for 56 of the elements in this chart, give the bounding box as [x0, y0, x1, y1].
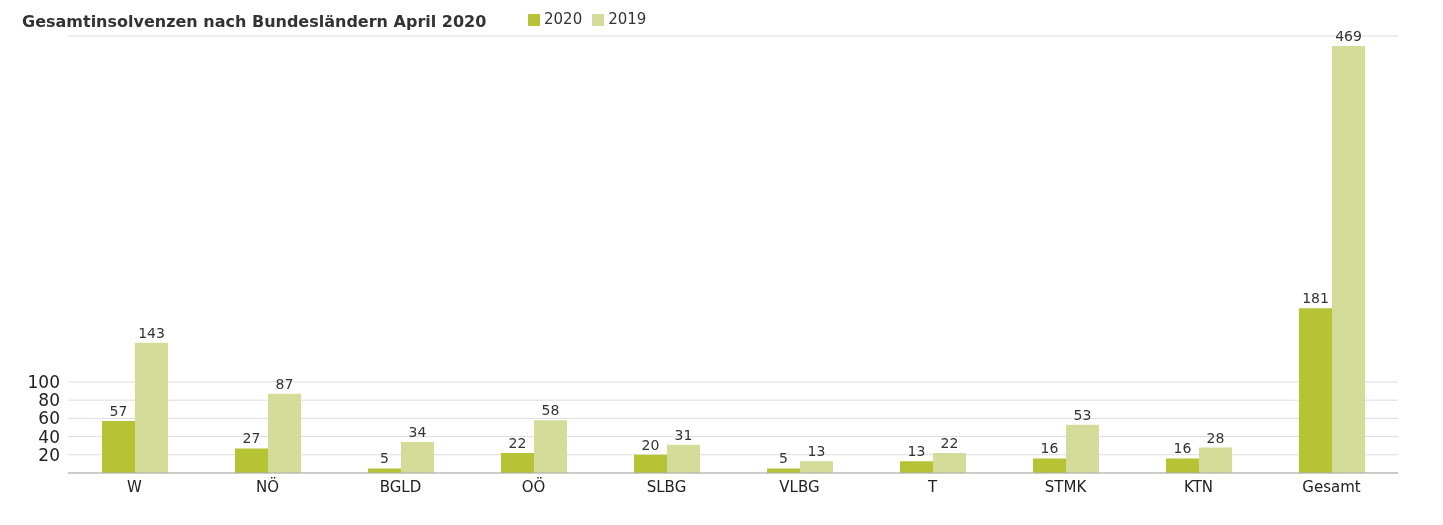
legend-label: 2020: [544, 10, 583, 28]
data-label: 31: [674, 426, 693, 443]
data-label: 57: [109, 403, 128, 420]
bar: [1166, 458, 1199, 473]
data-label: 20: [641, 436, 660, 453]
data-label: 22: [940, 434, 959, 451]
data-label: 28: [1206, 429, 1225, 446]
bar: [1066, 424, 1099, 473]
x-tick-label: STMK: [1044, 477, 1088, 496]
y-tick-label: 80: [38, 390, 60, 411]
y-tick-label: 60: [38, 408, 60, 429]
x-tick-label: NÖ: [255, 476, 280, 496]
data-label: 181: [1302, 290, 1329, 307]
data-label: 58: [541, 402, 560, 419]
x-tick-label: W: [127, 477, 143, 496]
data-label: 143: [138, 324, 165, 341]
data-label: 5: [380, 450, 389, 467]
data-label: 16: [1173, 440, 1192, 457]
bar: [667, 444, 700, 473]
data-label: 22: [508, 434, 527, 451]
bar: [1033, 458, 1066, 473]
data-label: 34: [408, 424, 427, 441]
x-tick-label: T: [926, 477, 938, 496]
bar: [634, 454, 667, 473]
bar: [401, 442, 434, 473]
chart-title: Gesamtinsolvenzen nach Bundesländern April 2020: [22, 12, 487, 31]
bar: [501, 452, 534, 473]
data-label: 13: [907, 443, 926, 460]
bar: [1199, 447, 1232, 473]
bar: [1299, 308, 1332, 473]
data-label: 53: [1073, 406, 1092, 423]
x-tick-label: OÖ: [521, 476, 546, 496]
y-tick-label: 20: [38, 444, 60, 465]
legend-label: 2019: [608, 10, 647, 28]
bar: [1332, 46, 1365, 473]
bar: [900, 461, 933, 473]
bar: [102, 421, 135, 473]
bar: [800, 461, 833, 473]
x-tick-label: VLBG: [779, 477, 820, 496]
x-tick-label: Gesamt: [1302, 477, 1361, 496]
bar: [933, 452, 966, 473]
bar: [268, 393, 301, 473]
data-label: 87: [275, 375, 294, 392]
y-tick-label: 40: [38, 426, 60, 447]
x-tick-label: BGLD: [379, 477, 422, 496]
data-label: 5: [779, 450, 788, 467]
x-tick-label: KTN: [1183, 477, 1214, 496]
bar: [135, 342, 168, 473]
data-label: 16: [1040, 440, 1059, 457]
bar: [534, 420, 567, 473]
data-label: 27: [242, 430, 261, 447]
x-tick-label: SLBG: [646, 477, 687, 496]
data-label: 469: [1335, 28, 1362, 45]
bar: [235, 448, 268, 473]
data-label: 13: [807, 443, 826, 460]
y-tick-label: 100: [27, 371, 60, 392]
